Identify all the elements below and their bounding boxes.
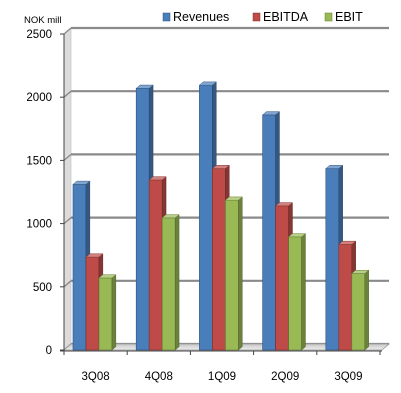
bar-top-face bbox=[338, 240, 357, 245]
x-category-label: 3Q09 bbox=[334, 371, 362, 383]
bar-top-face bbox=[98, 274, 117, 279]
legend-item-revenues: Revenues bbox=[162, 10, 229, 24]
bar-top-face bbox=[351, 269, 370, 274]
legend: Revenues EBITDA EBIT bbox=[162, 10, 363, 24]
x-category-label: 2Q09 bbox=[271, 371, 299, 383]
legend-label: EBIT bbox=[335, 10, 363, 24]
gridline-side bbox=[63, 90, 72, 98]
bar-front-face bbox=[325, 168, 340, 351]
bar-side-face bbox=[174, 214, 180, 351]
y-tick-label: 2000 bbox=[26, 92, 52, 104]
bar-ebit-3q08 bbox=[98, 274, 117, 351]
y-axis-unit-label: NOK mill bbox=[24, 15, 61, 26]
y-tick-label: 2500 bbox=[26, 29, 52, 41]
bar-front-face bbox=[225, 199, 239, 351]
legend-label: EBITDA bbox=[263, 10, 309, 24]
gridline-side bbox=[63, 153, 72, 161]
bar-front-face bbox=[72, 184, 87, 351]
bar-top-face bbox=[148, 176, 167, 181]
legend-label: Revenues bbox=[173, 10, 229, 24]
bar-top-face bbox=[211, 165, 230, 169]
bar-top-face bbox=[274, 202, 294, 207]
bar-front-face bbox=[199, 84, 213, 351]
bar-ebit-1q09 bbox=[224, 196, 243, 351]
bar-front-face bbox=[135, 88, 150, 351]
bar-top-face bbox=[224, 196, 243, 201]
left-wall bbox=[63, 27, 72, 351]
legend-swatch bbox=[252, 12, 261, 22]
bar-front-face bbox=[338, 244, 353, 351]
bars-layer bbox=[72, 81, 370, 351]
bar-top-face bbox=[261, 111, 281, 116]
bar-top-face bbox=[161, 214, 180, 219]
bar-front-face bbox=[275, 205, 289, 351]
x-category-label: 4Q08 bbox=[145, 371, 173, 383]
bar-front-face bbox=[148, 179, 163, 351]
legend-item-ebitda: EBITDA bbox=[252, 10, 309, 24]
bar-side-face bbox=[238, 196, 243, 351]
bar-side-face bbox=[364, 269, 369, 351]
y-tick-label: 1000 bbox=[26, 219, 52, 231]
legend-swatch bbox=[162, 12, 171, 22]
gridline-side bbox=[63, 27, 72, 35]
x-category-label: 3Q08 bbox=[82, 371, 110, 383]
bar-ebit-2q09 bbox=[287, 233, 307, 351]
bar-front-face bbox=[288, 236, 302, 351]
bar-top-face bbox=[198, 81, 217, 86]
bar-front-face bbox=[262, 114, 276, 351]
bar-front-face bbox=[212, 168, 226, 351]
bar-top-face bbox=[72, 180, 91, 185]
bar-side-face bbox=[301, 233, 306, 351]
bar-top-face bbox=[287, 233, 307, 238]
text-layer: NOK mill 0 500 1000 1500 2000 2500 3Q08 4Q08 1Q0… bbox=[24, 15, 362, 383]
bar-front-face bbox=[161, 217, 176, 351]
gridline-side bbox=[63, 280, 72, 288]
bar-front-face bbox=[85, 256, 100, 351]
bar-top-face bbox=[325, 165, 344, 169]
y-tick-label: 0 bbox=[46, 345, 52, 357]
gridline-side bbox=[63, 217, 72, 225]
bar-ebit-4q08 bbox=[161, 214, 180, 351]
y-tick-label: 1500 bbox=[26, 155, 52, 167]
legend-swatch bbox=[324, 12, 333, 22]
bar-side-face bbox=[111, 274, 117, 351]
bar-front-face bbox=[351, 273, 366, 351]
legend-item-ebit: EBIT bbox=[324, 10, 363, 24]
bar-top-face bbox=[85, 253, 104, 258]
bar-top-face bbox=[135, 84, 154, 89]
bar-front-face bbox=[98, 277, 113, 351]
y-tick-label: 500 bbox=[33, 282, 52, 294]
bar-ebit-3q09 bbox=[351, 269, 370, 351]
x-category-label: 1Q09 bbox=[208, 371, 236, 383]
